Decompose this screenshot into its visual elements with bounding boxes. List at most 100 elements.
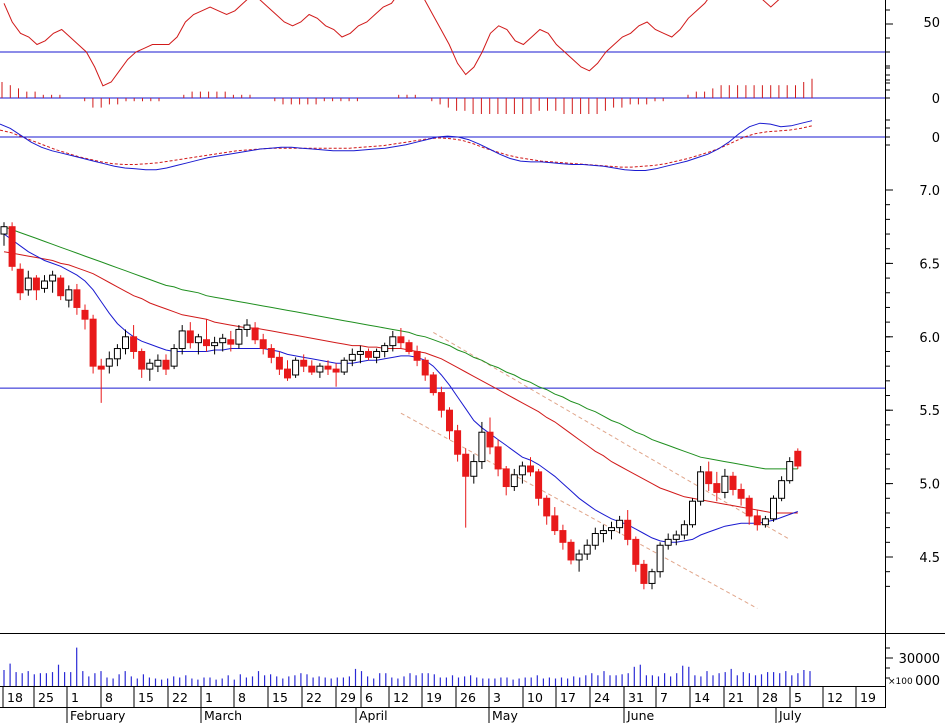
price-axis-label: 5.5 xyxy=(919,404,940,419)
candle xyxy=(705,461,713,491)
candle xyxy=(16,263,24,301)
price-axis-label: 4.5 xyxy=(919,551,940,566)
candle xyxy=(365,348,372,361)
candle xyxy=(486,417,494,455)
candle xyxy=(227,330,235,352)
macd-panel xyxy=(0,120,885,171)
candle xyxy=(608,521,615,540)
candle xyxy=(770,495,777,522)
candle xyxy=(462,448,470,528)
candle xyxy=(267,344,275,364)
candle xyxy=(518,461,526,484)
candle xyxy=(284,360,291,381)
candle xyxy=(535,468,543,506)
candle xyxy=(81,304,89,330)
candle xyxy=(316,363,324,378)
candle xyxy=(154,354,162,373)
candle xyxy=(340,357,348,375)
date-label: 8 xyxy=(238,690,246,705)
candle xyxy=(753,510,761,531)
date-label: 28 xyxy=(762,690,778,705)
rsi-panel xyxy=(0,0,885,87)
candle xyxy=(680,520,688,540)
macd-signal-line xyxy=(0,125,813,168)
month-label: February xyxy=(70,708,126,723)
candle xyxy=(324,360,332,375)
momentum-axis-label: 0 xyxy=(932,92,940,107)
candle xyxy=(8,222,16,271)
candle xyxy=(478,421,486,469)
candle xyxy=(146,358,154,381)
candle xyxy=(162,354,170,375)
candle xyxy=(729,471,737,496)
candle xyxy=(65,285,73,308)
candle xyxy=(170,344,178,370)
candle xyxy=(656,542,664,578)
macd-axis-label: 0 xyxy=(932,131,940,146)
candle xyxy=(381,342,389,358)
volume-multiplier-suffix: 000 xyxy=(915,674,940,689)
macd-line xyxy=(0,120,813,171)
candle xyxy=(292,357,300,378)
candle xyxy=(300,354,308,373)
candle xyxy=(122,329,129,355)
candle xyxy=(113,344,121,367)
date-label: 22 xyxy=(306,690,322,705)
candle xyxy=(194,333,202,355)
candle xyxy=(502,465,510,496)
volume-multiplier-label: ×100 xyxy=(888,677,913,687)
date-label: 5 xyxy=(794,690,802,705)
candle xyxy=(778,476,786,502)
date-label: 25 xyxy=(38,690,54,705)
month-label: May xyxy=(492,708,518,723)
candle xyxy=(664,533,672,550)
date-label: 26 xyxy=(460,690,476,705)
date-axis: 18 25 1 8 15 22 1 8 15 22 29 6 12 19 26 3 10 17 24 31 7 14 21 2… xyxy=(2,687,876,723)
month-label: March xyxy=(204,708,242,723)
candle xyxy=(32,275,40,301)
candle xyxy=(413,345,421,367)
date-label: 8 xyxy=(105,690,113,705)
candle xyxy=(89,314,97,374)
candle xyxy=(470,454,478,484)
panel-separators xyxy=(0,0,945,708)
candle xyxy=(786,457,794,484)
candle xyxy=(130,325,138,359)
candle xyxy=(235,325,243,349)
candle xyxy=(599,524,607,543)
candle xyxy=(97,358,105,403)
date-label: 10 xyxy=(527,690,543,705)
price-axis-label: 6.5 xyxy=(919,257,940,272)
date-label: 22 xyxy=(172,690,188,705)
candle xyxy=(559,524,567,550)
candle xyxy=(49,270,57,293)
value-axis: 50 0 0 7.0 6.5 6.0 5.5 5.0 4.5 30000 ×100 000 xyxy=(886,9,940,689)
candle xyxy=(551,507,559,535)
candle xyxy=(575,549,583,572)
date-label: 19 xyxy=(860,690,876,705)
candle xyxy=(332,363,340,387)
candle xyxy=(138,348,146,378)
candle xyxy=(105,351,113,374)
candle xyxy=(41,275,48,293)
candle xyxy=(211,336,219,355)
candle xyxy=(259,333,267,355)
candle xyxy=(373,348,381,364)
date-label: 31 xyxy=(628,690,644,705)
candle xyxy=(697,465,705,506)
candle xyxy=(437,386,445,418)
candle xyxy=(389,330,397,352)
date-label: 29 xyxy=(340,690,356,705)
date-label: 19 xyxy=(426,690,442,705)
price-axis-label: 6.0 xyxy=(919,331,940,346)
month-label: June xyxy=(626,708,655,723)
candle xyxy=(186,322,194,349)
month-label: July xyxy=(778,708,802,723)
candle xyxy=(275,351,283,375)
candle xyxy=(405,339,413,355)
candle xyxy=(243,319,251,337)
date-label: 12 xyxy=(393,690,409,705)
date-label: 17 xyxy=(560,690,576,705)
candle xyxy=(640,559,648,590)
candle xyxy=(543,495,551,525)
